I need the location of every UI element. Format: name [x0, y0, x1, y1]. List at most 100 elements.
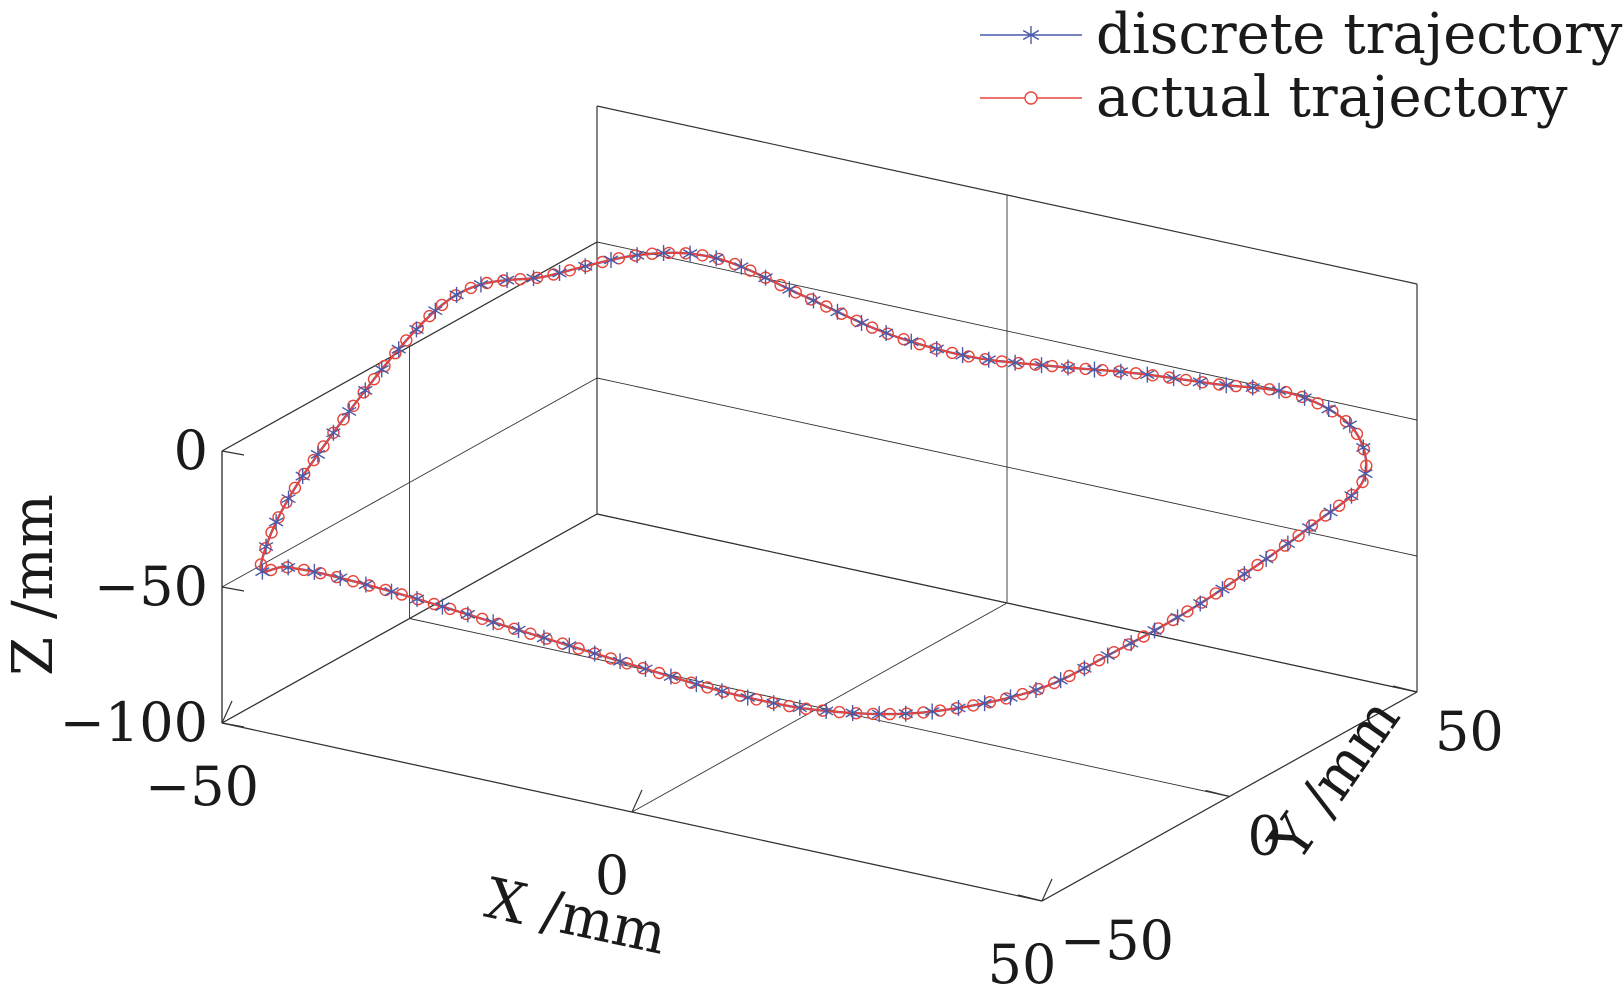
- discrete-point-92: [281, 490, 296, 507]
- discrete-point-2: [307, 563, 322, 580]
- actual-point-112: [744, 264, 757, 277]
- discrete-point-46: [1356, 439, 1371, 456]
- actual-point-2: [281, 561, 294, 574]
- discrete-point-66: [854, 314, 869, 331]
- z-axis-label: Z /mm: [1, 494, 66, 676]
- actual-point-145: [288, 481, 302, 495]
- y-tick-mark-1: [1205, 789, 1230, 798]
- x-tick-label-1: 0: [595, 844, 629, 907]
- actual-point-59: [1195, 596, 1208, 609]
- actual-point-44: [967, 699, 980, 712]
- legend-actual-marker: [1024, 91, 1038, 105]
- actual-point-122: [579, 259, 593, 273]
- discrete-point-38: [1215, 581, 1230, 598]
- legend: discrete trajectory actual trajectory: [980, 2, 1623, 130]
- discrete-point-4: [358, 576, 374, 593]
- discrete-point-35: [1147, 622, 1162, 639]
- discrete-point-15: [638, 660, 653, 677]
- actual-point-66: [1292, 529, 1305, 542]
- actual-point-56: [1152, 622, 1165, 635]
- actual-point-69: [1332, 499, 1346, 512]
- discrete-point-20: [766, 695, 781, 712]
- actual-point-12: [443, 602, 457, 616]
- discrete-point-79: [526, 270, 541, 287]
- discrete-point-52: [1218, 377, 1234, 394]
- actual-point-126: [514, 273, 527, 286]
- discrete-point-23: [845, 704, 860, 721]
- discrete-point-64: [903, 333, 919, 350]
- y-tick-label-0: −50: [1060, 909, 1174, 972]
- discrete-point-25: [898, 705, 913, 722]
- discrete-point-67: [830, 303, 845, 320]
- discrete-point-61: [981, 351, 996, 368]
- actual-point-115: [696, 249, 709, 262]
- discrete-point-42: [1301, 519, 1317, 536]
- discrete-point-9: [485, 614, 501, 631]
- discrete-point-3: [332, 569, 348, 586]
- legend-discrete-marker: [1022, 26, 1040, 44]
- discrete-point-41: [1280, 535, 1296, 552]
- x-tick-mark-0: [221, 700, 233, 724]
- discrete-point-1: [280, 559, 296, 576]
- actual-point-118: [645, 247, 659, 260]
- z-tick-label-0: −100: [60, 691, 208, 754]
- discrete-point-29: [1003, 689, 1018, 706]
- actual-point-133: [411, 321, 424, 335]
- discrete-point-93: [268, 514, 284, 531]
- discrete-point-53: [1192, 373, 1208, 390]
- discrete-point-12: [562, 637, 577, 654]
- discrete-point-8: [460, 606, 476, 623]
- discrete-point-75: [629, 247, 645, 264]
- discrete-point-65: [878, 325, 894, 342]
- actual-point-110: [774, 278, 787, 292]
- actual-point-100: [929, 342, 943, 355]
- discrete-point-73: [682, 245, 698, 262]
- y-tick-label-1: 0: [1248, 805, 1282, 868]
- discrete-point-74: [656, 245, 671, 262]
- trajectory-markers: [254, 245, 1373, 723]
- actual-point-113: [728, 257, 741, 271]
- y-tick-mark-0: [1017, 894, 1043, 902]
- actual-point-114: [712, 252, 725, 266]
- z-tick-mark-0: [221, 722, 245, 728]
- discrete-point-60: [1007, 354, 1023, 371]
- legend-actual-label: actual trajectory: [1096, 65, 1568, 130]
- actual-point-3: [297, 563, 311, 577]
- discrete-point-59: [1034, 357, 1049, 374]
- discrete-point-57: [1087, 361, 1102, 378]
- discrete-point-30: [1028, 681, 1044, 698]
- actual-point-37: [850, 707, 863, 720]
- actual-point-88: [1129, 367, 1143, 380]
- actual-point-77: [1311, 397, 1324, 410]
- actual-point-72: [1360, 459, 1373, 472]
- discrete-point-51: [1245, 379, 1260, 396]
- discrete-point-76: [603, 251, 619, 268]
- discrete-point-11: [536, 629, 552, 646]
- discrete-point-71: [734, 258, 749, 275]
- discrete-point-54: [1166, 370, 1181, 387]
- actual-point-36: [833, 705, 846, 719]
- discrete-point-56: [1113, 363, 1129, 380]
- legend-discrete-label: discrete trajectory: [1096, 2, 1623, 67]
- actual-point-91: [1079, 362, 1092, 376]
- discrete-point-17: [689, 676, 704, 693]
- discrete-point-10: [511, 622, 526, 639]
- x-tick-mark-2: [1041, 878, 1053, 902]
- discrete-point-5: [384, 583, 399, 600]
- discrete-point-19: [740, 689, 756, 706]
- x-tick-mark-1: [631, 789, 643, 813]
- actual-point-143: [307, 453, 320, 467]
- actual-point-58: [1181, 605, 1194, 618]
- actual-point-119: [629, 249, 642, 262]
- actual-point-148: [265, 526, 278, 539]
- x-tick-label-2: 50: [988, 933, 1057, 996]
- discrete-point-22: [818, 702, 834, 719]
- actual-point-137: [367, 373, 381, 386]
- discrete-point-31: [1053, 672, 1068, 689]
- discrete-point-13: [587, 645, 602, 662]
- discrete-point-49: [1297, 389, 1312, 406]
- discrete-point-24: [871, 706, 887, 723]
- actual-point-103: [881, 327, 894, 340]
- discrete-point-34: [1123, 635, 1139, 652]
